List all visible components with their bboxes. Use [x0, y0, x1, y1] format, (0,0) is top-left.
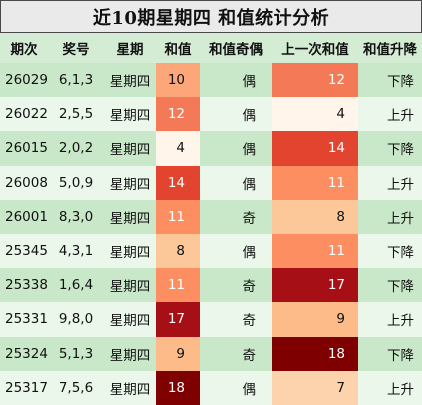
prev-sum-cell: 14 — [272, 131, 358, 166]
sum-cell: 11 — [156, 268, 200, 303]
weekday-cell: 星期四 — [104, 63, 156, 98]
period-cell: 25338 — [0, 268, 48, 303]
numbers-cell: 1,6,4 — [48, 268, 104, 303]
sum-cell: 14 — [156, 165, 200, 200]
sum-stats-table: 期次 奖号 星期 和值 和值奇偶 上一次和值 和值升降 26029 6,1,3 星期… — [0, 33, 422, 405]
prev-sum-cell: 17 — [272, 268, 358, 303]
numbers-cell: 8,3,0 — [48, 199, 104, 234]
numbers-cell: 2,0,2 — [48, 131, 104, 166]
prev-sum-cell: 18 — [272, 336, 358, 371]
weekday-cell: 星期四 — [104, 233, 156, 269]
period-cell: 25331 — [0, 302, 48, 337]
period-cell: 25345 — [0, 233, 48, 269]
numbers-cell: 6,1,3 — [48, 63, 104, 98]
table-row: 26001 8,3,0 星期四 11 奇 8 上升 — [0, 199, 422, 234]
period-cell: 26015 — [0, 131, 48, 166]
table-row: 25324 5,1,3 星期四 9 奇 18 下降 — [0, 336, 422, 371]
trend-cell: 上升 — [358, 370, 422, 405]
parity-cell: 偶 — [200, 233, 272, 269]
table-row: 26015 2,0,2 星期四 4 偶 14 下降 — [0, 131, 422, 166]
sum-cell: 11 — [156, 199, 200, 234]
table-row: 26008 5,0,9 星期四 14 偶 11 上升 — [0, 165, 422, 200]
trend-cell: 下降 — [358, 268, 422, 303]
prev-sum-cell: 8 — [272, 199, 358, 234]
trend-cell: 上升 — [358, 199, 422, 234]
prev-sum-cell: 12 — [272, 63, 358, 98]
header-sum: 和值 — [156, 33, 200, 63]
trend-cell: 下降 — [358, 233, 422, 269]
prev-sum-cell: 4 — [272, 97, 358, 132]
prev-sum-cell: 11 — [272, 233, 358, 269]
sum-cell: 10 — [156, 63, 200, 98]
parity-cell: 奇 — [200, 199, 272, 234]
page-title: 近10期星期四 和值统计分析 — [0, 0, 422, 33]
trend-cell: 上升 — [358, 165, 422, 200]
header-parity: 和值奇偶 — [200, 33, 272, 63]
period-cell: 25317 — [0, 370, 48, 405]
sum-cell: 17 — [156, 302, 200, 337]
weekday-cell: 星期四 — [104, 97, 156, 132]
weekday-cell: 星期四 — [104, 268, 156, 303]
header-trend: 和值升降 — [358, 33, 422, 63]
parity-cell: 偶 — [200, 97, 272, 132]
sum-cell: 9 — [156, 336, 200, 371]
prev-sum-cell: 7 — [272, 370, 358, 405]
parity-cell: 偶 — [200, 370, 272, 405]
period-cell: 25324 — [0, 336, 48, 371]
table-row: 25345 4,3,1 星期四 8 偶 11 下降 — [0, 233, 422, 269]
numbers-cell: 4,3,1 — [48, 233, 104, 269]
period-cell: 26022 — [0, 97, 48, 132]
parity-cell: 奇 — [200, 302, 272, 337]
table-body: 26029 6,1,3 星期四 10 偶 12 下降 26022 2,5,5 星期四 12 偶 4 上升 2… — [0, 63, 422, 405]
weekday-cell: 星期四 — [104, 199, 156, 234]
header-weekday: 星期 — [104, 33, 156, 63]
trend-cell: 上升 — [358, 302, 422, 337]
parity-cell: 偶 — [200, 63, 272, 98]
table-header-row: 期次 奖号 星期 和值 和值奇偶 上一次和值 和值升降 — [0, 33, 422, 63]
prev-sum-cell: 9 — [272, 302, 358, 337]
numbers-cell: 5,0,9 — [48, 165, 104, 200]
sum-cell: 12 — [156, 97, 200, 132]
table-row: 25331 9,8,0 星期四 17 奇 9 上升 — [0, 302, 422, 337]
header-prev-sum: 上一次和值 — [272, 33, 358, 63]
sum-cell: 8 — [156, 233, 200, 269]
weekday-cell: 星期四 — [104, 165, 156, 200]
weekday-cell: 星期四 — [104, 131, 156, 166]
header-numbers: 奖号 — [48, 33, 104, 63]
parity-cell: 偶 — [200, 131, 272, 166]
period-cell: 26029 — [0, 63, 48, 98]
table-row: 25317 7,5,6 星期四 18 偶 7 上升 — [0, 370, 422, 405]
period-cell: 26001 — [0, 199, 48, 234]
sum-cell: 18 — [156, 370, 200, 405]
prev-sum-cell: 11 — [272, 165, 358, 200]
table-row: 25338 1,6,4 星期四 11 奇 17 下降 — [0, 268, 422, 303]
weekday-cell: 星期四 — [104, 370, 156, 405]
trend-cell: 下降 — [358, 63, 422, 98]
parity-cell: 奇 — [200, 336, 272, 371]
numbers-cell: 9,8,0 — [48, 302, 104, 337]
table-row: 26022 2,5,5 星期四 12 偶 4 上升 — [0, 97, 422, 132]
numbers-cell: 7,5,6 — [48, 370, 104, 405]
sum-cell: 4 — [156, 131, 200, 166]
trend-cell: 上升 — [358, 97, 422, 132]
table-row: 26029 6,1,3 星期四 10 偶 12 下降 — [0, 63, 422, 98]
header-period: 期次 — [0, 33, 48, 63]
trend-cell: 下降 — [358, 131, 422, 166]
numbers-cell: 5,1,3 — [48, 336, 104, 371]
weekday-cell: 星期四 — [104, 336, 156, 371]
trend-cell: 下降 — [358, 336, 422, 371]
weekday-cell: 星期四 — [104, 302, 156, 337]
period-cell: 26008 — [0, 165, 48, 200]
parity-cell: 奇 — [200, 268, 272, 303]
numbers-cell: 2,5,5 — [48, 97, 104, 132]
parity-cell: 偶 — [200, 165, 272, 200]
